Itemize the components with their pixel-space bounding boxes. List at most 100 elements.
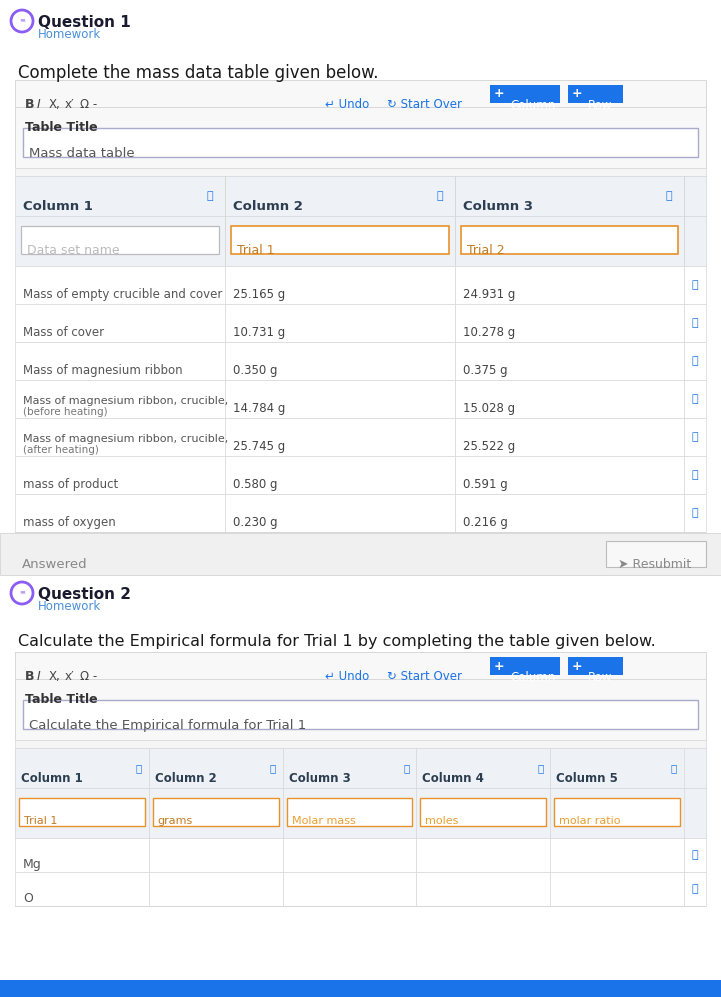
Text: Molar mass: Molar mass [291,816,355,826]
Bar [455,380,684,418]
Bar [15,80,706,107]
Text: Row: Row [588,99,612,112]
Bar [15,788,149,838]
Bar [19,798,145,826]
Text: 🗑: 🗑 [136,763,142,773]
Text: (before heating): (before heating) [23,407,107,417]
Bar [15,418,225,456]
Bar [225,456,455,494]
Bar [15,748,706,788]
Bar [15,380,225,418]
Text: 24.931 g: 24.931 g [463,288,516,301]
Bar [15,176,706,216]
Bar [287,798,412,826]
Text: 25.522 g: 25.522 g [463,440,516,453]
Text: Question 1: Question 1 [38,15,131,30]
Text: Question 2: Question 2 [38,587,131,602]
Bar [490,657,560,675]
Bar [684,380,706,418]
Text: 🗑: 🗑 [270,763,275,773]
Text: Table Title: Table Title [25,693,97,706]
Text: molar ratio: molar ratio [559,816,621,826]
Text: 15.028 g: 15.028 g [463,402,515,415]
Text: Trial 1: Trial 1 [24,816,58,826]
Circle shape [570,87,584,101]
Bar [149,788,283,838]
Bar [225,494,455,532]
Text: +: + [572,88,583,101]
Text: Column: Column [510,671,555,684]
Text: Mass of magnesium ribbon: Mass of magnesium ribbon [23,364,182,377]
Text: Homework: Homework [38,28,101,41]
Bar [15,80,706,82]
Text: Mass data table: Mass data table [29,147,135,160]
Bar [225,342,455,380]
Text: ➤ Resubmit: ➤ Resubmit [618,558,691,571]
Text: 🗑: 🗑 [691,508,699,518]
Text: Data set name: Data set name [27,244,120,257]
Bar [684,418,706,456]
Text: Mass of magnesium ribbon, crucible,: Mass of magnesium ribbon, crucible, [23,434,229,444]
Bar [455,304,684,342]
Bar [417,872,550,906]
Text: Mg: Mg [23,858,42,871]
Text: ↵ Undo: ↵ Undo [325,98,369,111]
Bar [153,798,278,826]
Bar [550,838,684,872]
Bar [23,128,698,157]
Text: Mass of empty crucible and cover: Mass of empty crucible and cover [23,288,222,301]
Text: Column 3: Column 3 [288,772,350,785]
Bar [15,107,706,168]
Text: Trial 2: Trial 2 [467,244,505,257]
Text: 🗑: 🗑 [437,191,443,201]
Text: 🗑: 🗑 [537,763,544,773]
Text: Answered: Answered [22,558,88,571]
Text: 🗑: 🗑 [671,763,677,773]
Bar [550,748,684,788]
Text: B: B [25,98,35,111]
Text: Table Title: Table Title [25,121,97,134]
Bar [15,652,706,654]
Text: Homework: Homework [38,600,101,613]
Bar [455,216,456,266]
Text: Row: Row [588,671,612,684]
Text: 0.580 g: 0.580 g [233,478,278,491]
Text: 14.784 g: 14.784 g [233,402,286,415]
Text: grams: grams [158,816,193,826]
Text: ⁀: ⁀ [19,593,25,598]
Bar [0,533,721,575]
Text: Calculate the Empirical formula for Trial 1: Calculate the Empirical formula for Tria… [29,719,306,732]
Bar [283,788,417,838]
Bar [455,456,684,494]
Bar [15,788,706,838]
Text: Column 2: Column 2 [233,200,303,213]
Bar [455,266,684,304]
Circle shape [492,659,506,673]
Text: mass of product: mass of product [23,478,118,491]
Text: 0.375 g: 0.375 g [463,364,508,377]
Text: Column 4: Column 4 [423,772,485,785]
Text: (after heating): (after heating) [23,445,99,455]
Bar [149,838,283,872]
Bar [15,740,706,748]
Text: 🗑: 🗑 [691,356,699,366]
Text: 🗑: 🗑 [403,763,410,773]
Text: Column 5: Column 5 [556,772,618,785]
Bar [15,532,706,533]
Bar [225,176,226,216]
Bar [684,304,706,342]
Text: +: + [494,88,504,101]
Text: B: B [25,670,35,683]
Bar [283,838,417,872]
Bar [490,85,560,103]
Bar [417,788,550,838]
Text: Calculate the Empirical formula for Trial 1 by completing the table given below.: Calculate the Empirical formula for Tria… [18,634,656,649]
Bar [23,700,698,729]
Text: 🗑: 🗑 [691,394,699,404]
Text: I: I [37,98,41,111]
Text: Ω -: Ω - [80,98,97,111]
Bar [684,872,706,906]
Bar [455,176,456,216]
Text: 🗑: 🗑 [691,280,699,290]
Bar [225,380,455,418]
